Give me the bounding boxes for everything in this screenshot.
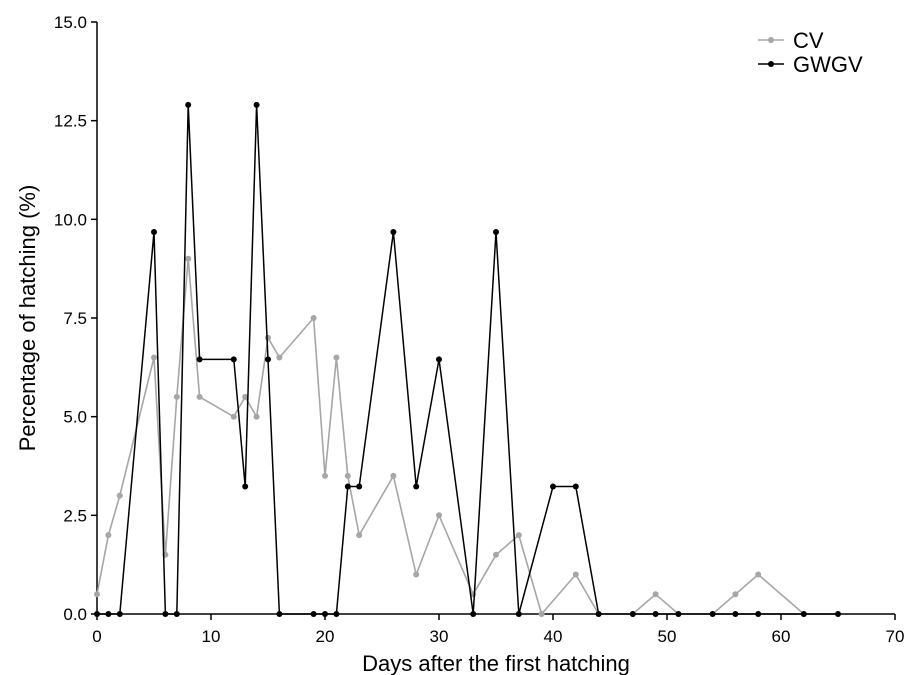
data-point [755,611,762,617]
data-point [652,611,659,617]
y-tick-label: 15.0 [54,13,87,32]
data-point [116,611,123,617]
data-point [322,472,328,479]
legend-item-cv: CV [758,28,824,53]
x-ticks: 0 10 20 30 40 50 60 70 [92,614,904,646]
data-point [242,483,249,490]
data-point [800,611,807,617]
data-point [436,356,442,363]
series-line [97,104,838,615]
data-point [675,611,682,617]
data-point [333,611,340,617]
y-tick-label: 5.0 [63,408,87,427]
data-point [253,101,260,108]
data-point [310,611,317,617]
data-point [116,492,123,499]
data-point [595,611,602,617]
data-point [732,611,739,617]
x-tick-label: 40 [544,627,563,646]
data-point [572,571,579,578]
data-point [470,611,477,617]
x-tick-label: 70 [886,627,905,646]
data-point [493,551,499,558]
data-point [413,571,420,578]
data-point [344,472,351,479]
data-point [629,611,636,617]
series-layer [94,101,841,617]
x-tick-label: 10 [202,627,221,646]
y-tick-label: 12.5 [54,112,87,131]
series-cv [94,255,807,617]
data-point [242,393,249,400]
data-point [835,611,841,617]
data-point [196,356,203,363]
data-point [390,229,397,235]
data-point [151,354,157,361]
data-point [173,393,180,400]
x-tick-label: 50 [658,627,677,646]
data-point [230,413,237,420]
data-point [333,354,340,361]
data-point [436,512,442,519]
data-point [390,472,397,479]
data-point [755,571,762,578]
data-point [709,611,716,617]
data-point [265,356,271,363]
legend-marker [768,37,774,43]
data-point [185,101,192,108]
y-tick-label: 7.5 [63,309,87,328]
y-axis-title: Percentage of hatching (%) [15,185,40,452]
legend-item-gwgv: GWGV [758,52,863,77]
x-tick-label: 60 [772,627,791,646]
data-point [105,611,112,617]
data-point [105,532,112,539]
data-point [151,229,157,235]
y-tick-label: 0.0 [63,605,87,624]
y-tick-label: 10.0 [54,210,87,229]
y-ticks: 0.0 2.5 5.0 7.5 10.0 12.5 15.0 [54,13,97,624]
data-point [185,255,192,262]
data-point [652,591,659,598]
x-tick-label: 30 [430,627,449,646]
data-point [265,334,271,341]
y-tick-label: 2.5 [63,506,87,525]
x-tick-label: 0 [92,627,101,646]
data-point [732,591,739,598]
data-point [310,315,317,321]
data-point [572,483,579,490]
data-point [253,413,260,420]
data-point [173,611,180,617]
data-point [322,611,328,617]
legend-label: CV [793,28,824,53]
legend-marker [768,61,774,67]
legend-label: GWGV [793,52,863,77]
data-point [515,611,522,617]
data-point [356,483,363,490]
axes: 0 10 20 30 40 50 60 70 0.0 2.5 5.0 7.5 10.0 12.5 15.0 [54,13,905,646]
data-point [538,611,545,617]
data-point [276,611,283,617]
data-point [276,354,283,361]
data-point [493,229,499,235]
data-point [162,611,169,617]
data-point [230,356,237,363]
data-point [356,532,363,539]
data-point [515,532,522,539]
x-tick-label: 20 [316,627,335,646]
data-point [196,393,203,400]
data-point [550,483,556,490]
series-gwgv [94,101,841,617]
x-axis-title: Days after the first hatching [362,651,630,675]
data-point [94,591,100,598]
series-line [96,257,805,615]
data-point [344,483,351,490]
data-point [413,483,420,490]
data-point [94,611,100,617]
